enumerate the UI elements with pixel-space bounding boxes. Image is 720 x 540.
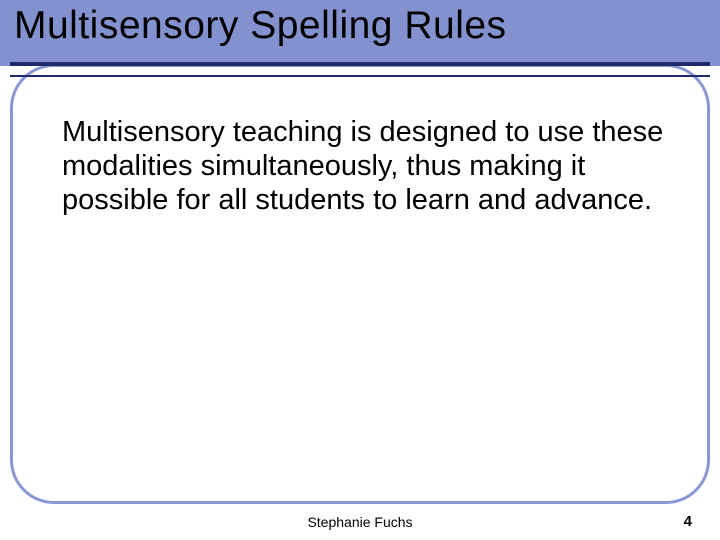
footer-page-number: 4	[684, 513, 692, 530]
divider-thin	[10, 75, 710, 77]
slide: Multisensory Spelling Rules Multisensory…	[0, 0, 720, 540]
slide-title: Multisensory Spelling Rules	[14, 4, 507, 48]
divider-thick	[10, 62, 710, 66]
body-text: Multisensory teaching is designed to use…	[62, 115, 672, 218]
footer-author: Stephanie Fuchs	[0, 514, 720, 530]
